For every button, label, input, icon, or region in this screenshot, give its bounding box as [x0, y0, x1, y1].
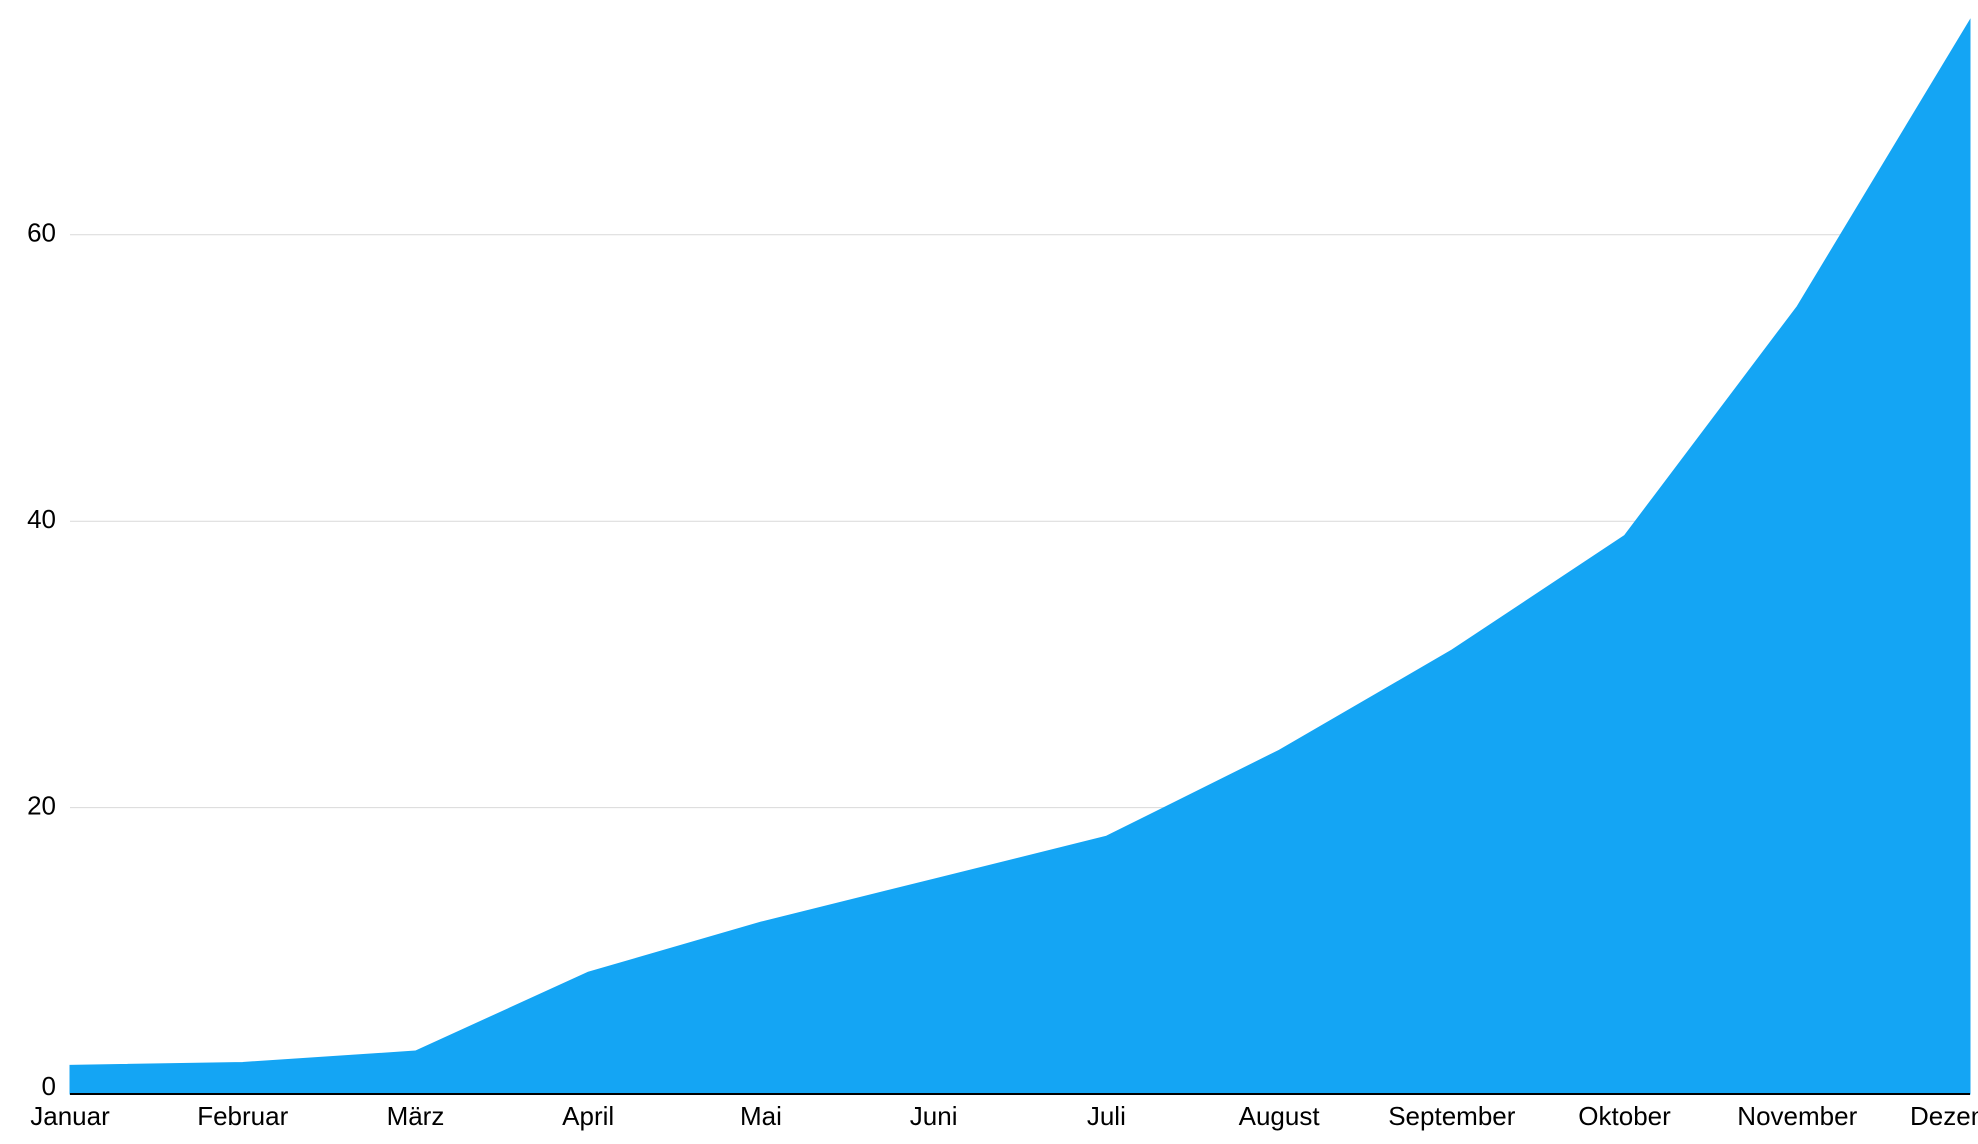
x-tick-label: Februar — [197, 1101, 288, 1131]
x-tick-label: Dezember — [1910, 1101, 1978, 1131]
x-tick-label: September — [1388, 1101, 1516, 1131]
area-chart: 0 20 40 60 Januar Februar März April Mai Juni Juli… — [0, 0, 1978, 1144]
x-tick-label: August — [1239, 1101, 1321, 1131]
y-tick-label: 0 — [42, 1071, 56, 1101]
x-tick-label: Oktober — [1578, 1101, 1671, 1131]
x-tick-label: März — [387, 1101, 445, 1131]
y-tick-label: 60 — [27, 218, 56, 248]
x-tick-label: April — [562, 1101, 614, 1131]
x-tick-label: Mai — [740, 1101, 782, 1131]
x-tick-label: Juli — [1087, 1101, 1126, 1131]
chart-svg: 0 20 40 60 Januar Februar März April Mai Juni Juli… — [0, 0, 1978, 1144]
y-tick-label: 20 — [27, 790, 56, 820]
x-tick-label: Januar — [30, 1101, 110, 1131]
x-tick-label: November — [1737, 1101, 1857, 1131]
x-tick-label: Juni — [910, 1101, 958, 1131]
y-tick-label: 40 — [27, 504, 56, 534]
